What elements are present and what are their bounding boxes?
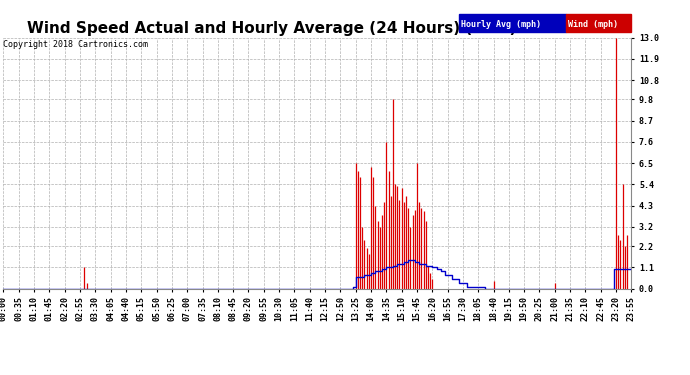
Title: Wind Speed Actual and Hourly Average (24 Hours) (New) 20180826: Wind Speed Actual and Hourly Average (24… [28, 21, 607, 36]
Text: Wind (mph): Wind (mph) [568, 20, 618, 29]
Text: Hourly Avg (mph): Hourly Avg (mph) [461, 20, 541, 29]
Text: Copyright 2018 Cartronics.com: Copyright 2018 Cartronics.com [3, 40, 148, 49]
